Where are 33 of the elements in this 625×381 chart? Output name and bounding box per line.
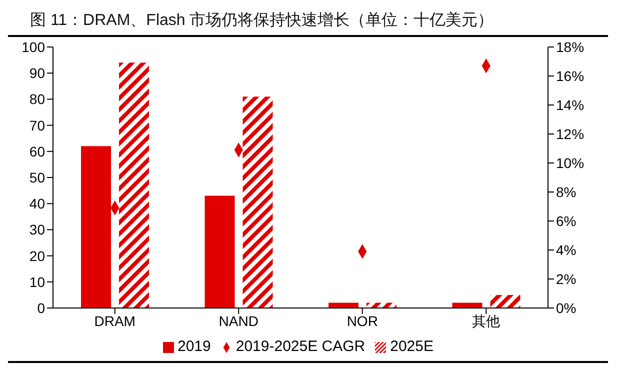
bar xyxy=(242,96,273,308)
legend-label: 2025E xyxy=(390,338,434,355)
y2-tick-label: 10% xyxy=(556,154,584,171)
bar xyxy=(119,62,149,308)
y-tick-label: 80 xyxy=(29,91,46,108)
chart-title: 图 11：DRAM、Flash 市场仍将保持快速增长（单位：十亿美元） xyxy=(8,8,608,37)
y2-tick-label: 4% xyxy=(556,242,576,258)
y-tick-label: 10 xyxy=(29,274,46,290)
y-tick-label: 20 xyxy=(29,248,46,264)
y-tick-label: 100 xyxy=(22,38,46,55)
y2-tick-label: 2% xyxy=(556,270,576,287)
y2-tick-label: 18% xyxy=(556,38,584,55)
y2-tick-label: 14% xyxy=(556,96,584,113)
x-tick-label: NOR xyxy=(346,312,378,329)
y-tick-label: 30 xyxy=(29,222,46,238)
y2-tick-label: 12% xyxy=(556,126,584,142)
y-tick-label: 0 xyxy=(37,300,46,316)
x-tick-label: 其他 xyxy=(472,312,500,329)
y2-tick-label: 6% xyxy=(556,212,576,229)
y-tick-label: 60 xyxy=(29,143,46,160)
bar xyxy=(204,196,235,308)
y2-tick-label: 0% xyxy=(556,300,576,316)
legend-label: 2019 xyxy=(178,338,211,355)
y2-tick-label: 16% xyxy=(556,68,584,84)
y-tick-label: 70 xyxy=(29,117,46,134)
y-tick-label: 90 xyxy=(29,65,46,82)
legend-label: 2019-2025E CAGR xyxy=(236,338,366,355)
x-tick-label: NAND xyxy=(218,312,258,329)
x-tick-label: DRAM xyxy=(94,312,136,329)
y-tick-label: 40 xyxy=(29,196,46,212)
y-tick-label: 50 xyxy=(29,169,46,186)
y2-tick-label: 8% xyxy=(556,184,576,200)
bar xyxy=(490,294,520,308)
